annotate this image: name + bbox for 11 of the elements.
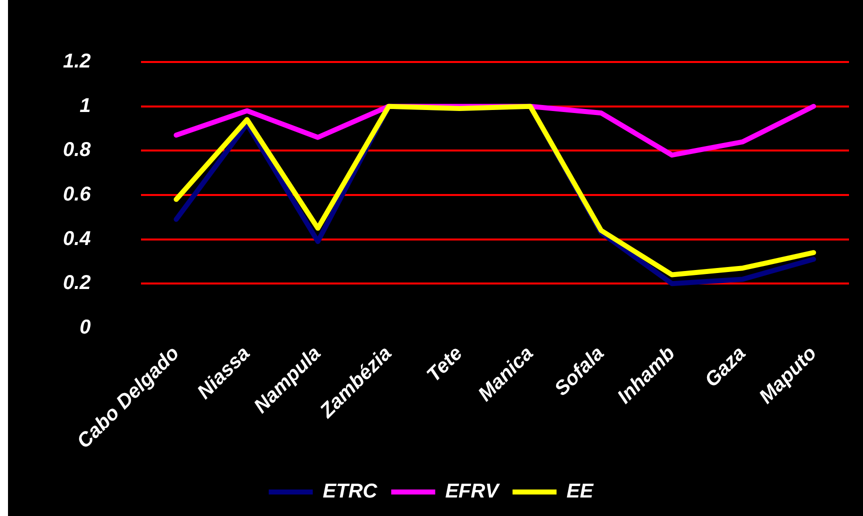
- y-tick-label: 1.2: [62, 50, 91, 73]
- legend-label: EFRV: [445, 480, 500, 503]
- y-tick-label: 0.8: [62, 139, 92, 162]
- y-tick-label: 0: [80, 316, 91, 338]
- legend-label: EE: [566, 480, 594, 503]
- legend-label: ETRC: [322, 480, 378, 503]
- y-tick-label: 0.6: [62, 183, 92, 206]
- y-tick-label: 0.4: [62, 228, 91, 250]
- y-tick-label: 0.2: [62, 272, 91, 294]
- x-tick-label: Tete: [422, 342, 467, 386]
- y-tick-label: 1: [80, 94, 91, 117]
